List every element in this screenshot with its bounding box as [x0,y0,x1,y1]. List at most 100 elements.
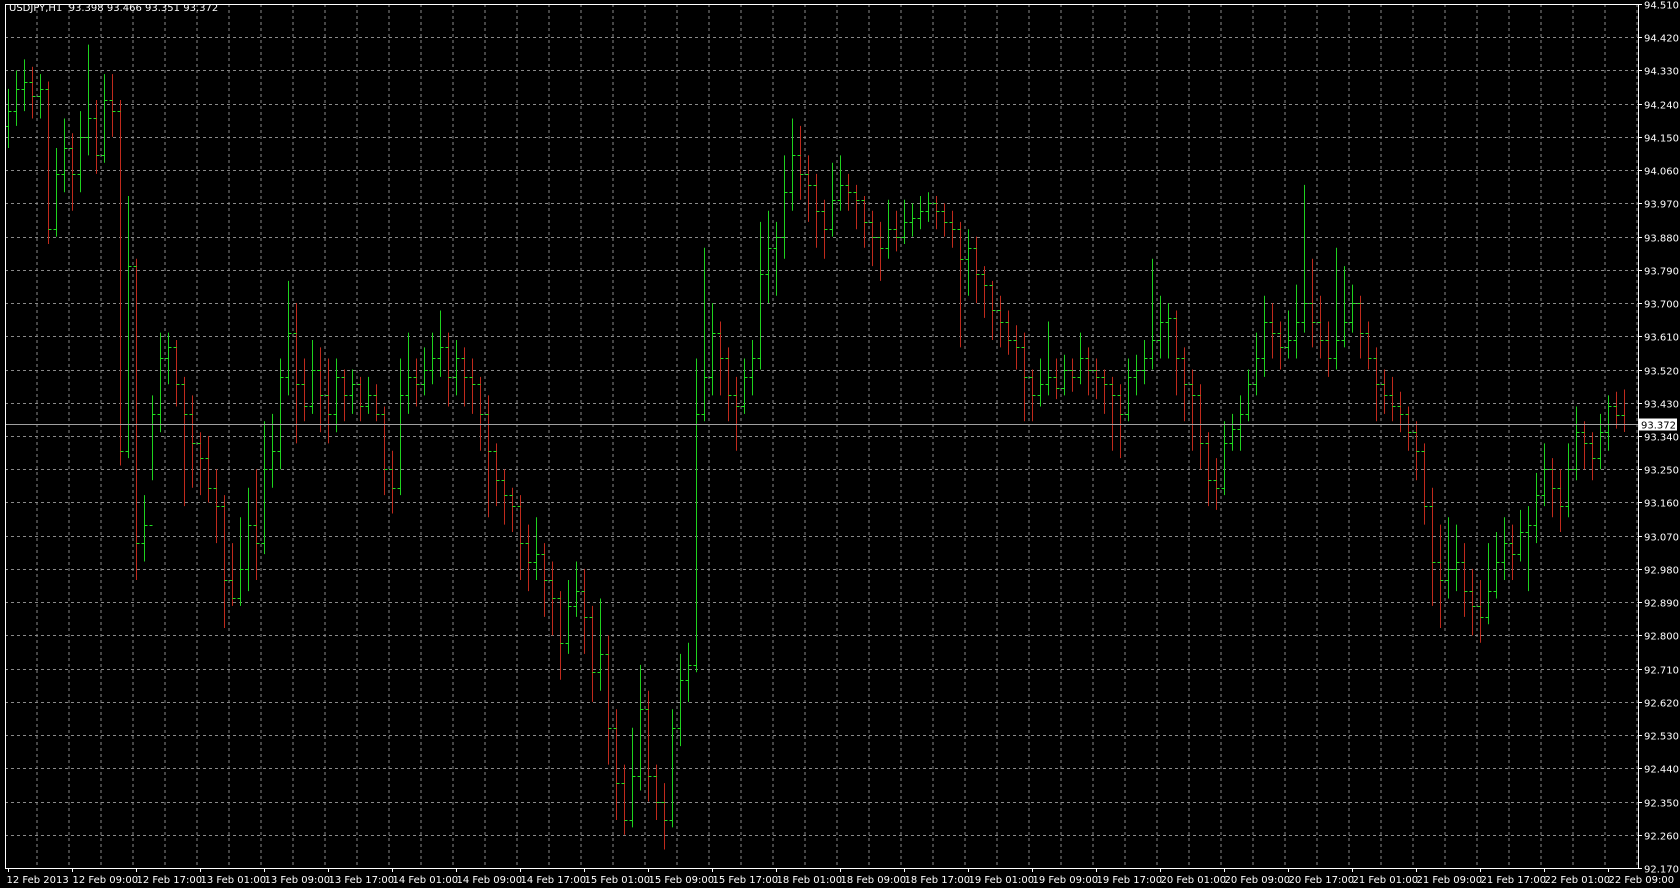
time-tick-label: 20 Feb 17:00 [1289,875,1355,886]
ohlc-bar [1061,354,1068,396]
ohlc-bar [1101,369,1108,414]
price-tick-label: 93.970 [1644,200,1679,211]
ohlc-bar [573,561,580,617]
ohlc-bar [77,111,84,193]
ohlc-bar [397,358,404,496]
bid-line: 93.372 [5,418,1677,432]
ohlc-bar [829,162,836,237]
time-tick-label: 13 Feb 01:00 [201,875,267,886]
time-tick-label: 18 Feb 17:00 [905,875,971,886]
open-value: 93.398 [68,3,104,14]
ohlc-bar [485,395,492,518]
ohlc-bar [1149,258,1156,370]
ohlc-bar [877,221,884,281]
ohlc-bar [1181,347,1188,422]
price-axis[interactable]: 94.510 94.420 94.330 94.240 94.150 94.060 93.9… [1638,1,1679,876]
time-tick-label: 18 Feb 01:00 [777,875,843,886]
time-tick-label: 18 Feb 09:00 [841,875,907,886]
ohlc-bar [309,340,316,414]
ohlc-bar [957,221,964,348]
ohlc-bar [1133,354,1140,396]
time-tick-label: 15 Feb 01:00 [585,875,651,886]
ohlc-bar [1341,266,1348,348]
ohlc-bar [1197,384,1204,470]
time-tick-label: 21 Feb 09:00 [1417,875,1483,886]
ohlc-bar [1285,310,1292,359]
ohlc-bar [1317,295,1324,359]
ohlc-bar [1501,517,1508,580]
ohlc-bar [973,236,980,304]
price-tick-label: 94.330 [1644,67,1679,78]
ohlc-bar [349,369,356,414]
ohlc-bar [1365,321,1372,370]
ohlc-bar [1541,443,1548,507]
ohlc-bar [597,598,604,691]
price-tick-label: 93.610 [1644,333,1679,344]
ohlc-bar [837,155,844,211]
time-tick-label: 14 Feb 01:00 [393,875,459,886]
ohlc-bar [605,635,612,765]
ohlc-bar [1261,295,1268,377]
ohlc-bar [1005,310,1012,355]
ohlc-bar [1045,321,1052,396]
ohlc-bar [1525,506,1532,592]
price-tick-label: 92.620 [1644,699,1679,710]
ohlc-bar [1125,358,1132,422]
ohlc-bar [37,74,44,119]
price-tick-label: 94.420 [1644,34,1679,45]
price-tick-label: 92.350 [1644,799,1679,810]
time-tick-label: 12 Feb 17:00 [137,875,203,886]
ohlc-bar [405,332,412,414]
ohlc-bar [613,709,620,820]
ohlc-bar [45,81,52,244]
ohlc-bar [381,406,388,496]
price-tick-label: 92.710 [1644,666,1679,677]
ohlc-bar [1277,321,1284,370]
ohlc-bar [797,125,804,200]
bid-price-label: 93.372 [1641,421,1676,432]
ohlc-bar [1309,258,1316,348]
ohlc-bar [981,266,988,318]
ohlc-bar [285,280,292,396]
ohlc-bar [325,358,332,444]
time-tick-label: 19 Feb 17:00 [1097,875,1163,886]
time-tick-label: 12 Feb 2013 [7,875,69,886]
symbol-label: USDJPY,H1 [9,3,63,14]
time-tick-label: 19 Feb 09:00 [1033,875,1099,886]
time-tick-label: 12 Feb 09:00 [73,875,139,886]
ohlc-bar [1229,413,1236,451]
ohlc-bar [621,764,628,835]
ohlc-bar [869,210,876,267]
bars [5,44,1628,850]
time-tick-label: 19 Feb 01:00 [969,875,1035,886]
price-tick-label: 94.240 [1644,101,1679,112]
ohlc-bar [925,192,932,222]
ohlc-bar [861,196,868,248]
ohlc-bar [61,118,68,193]
price-tick-label: 93.160 [1644,499,1679,510]
ohlc-bar [1509,524,1516,580]
ohlc-bar [1373,347,1380,422]
ohlc-bar [1469,568,1476,636]
ohlc-bar [1333,247,1340,370]
ohlc-bar [469,358,476,414]
time-tick-label: 15 Feb 17:00 [713,875,779,886]
ohlc-bar [853,184,860,230]
ohlc-bar [565,580,572,654]
ohlc-bar [653,764,660,820]
ohlc-bar [1325,321,1332,377]
ohlc-bar [253,469,260,580]
price-tick-label: 93.520 [1644,367,1679,378]
ohlc-bar [421,347,428,396]
time-tick-label: 14 Feb 09:00 [457,875,523,886]
ohlc-bar [581,568,588,654]
ohlc-bar [741,358,748,414]
ohlc-bar [661,783,668,850]
ohlc-bar [1245,369,1252,422]
ohlc-bar [1413,421,1420,481]
ohlc-bar [1597,413,1604,470]
ohlc-bar [725,347,732,422]
ohlc-bar [1605,395,1612,451]
